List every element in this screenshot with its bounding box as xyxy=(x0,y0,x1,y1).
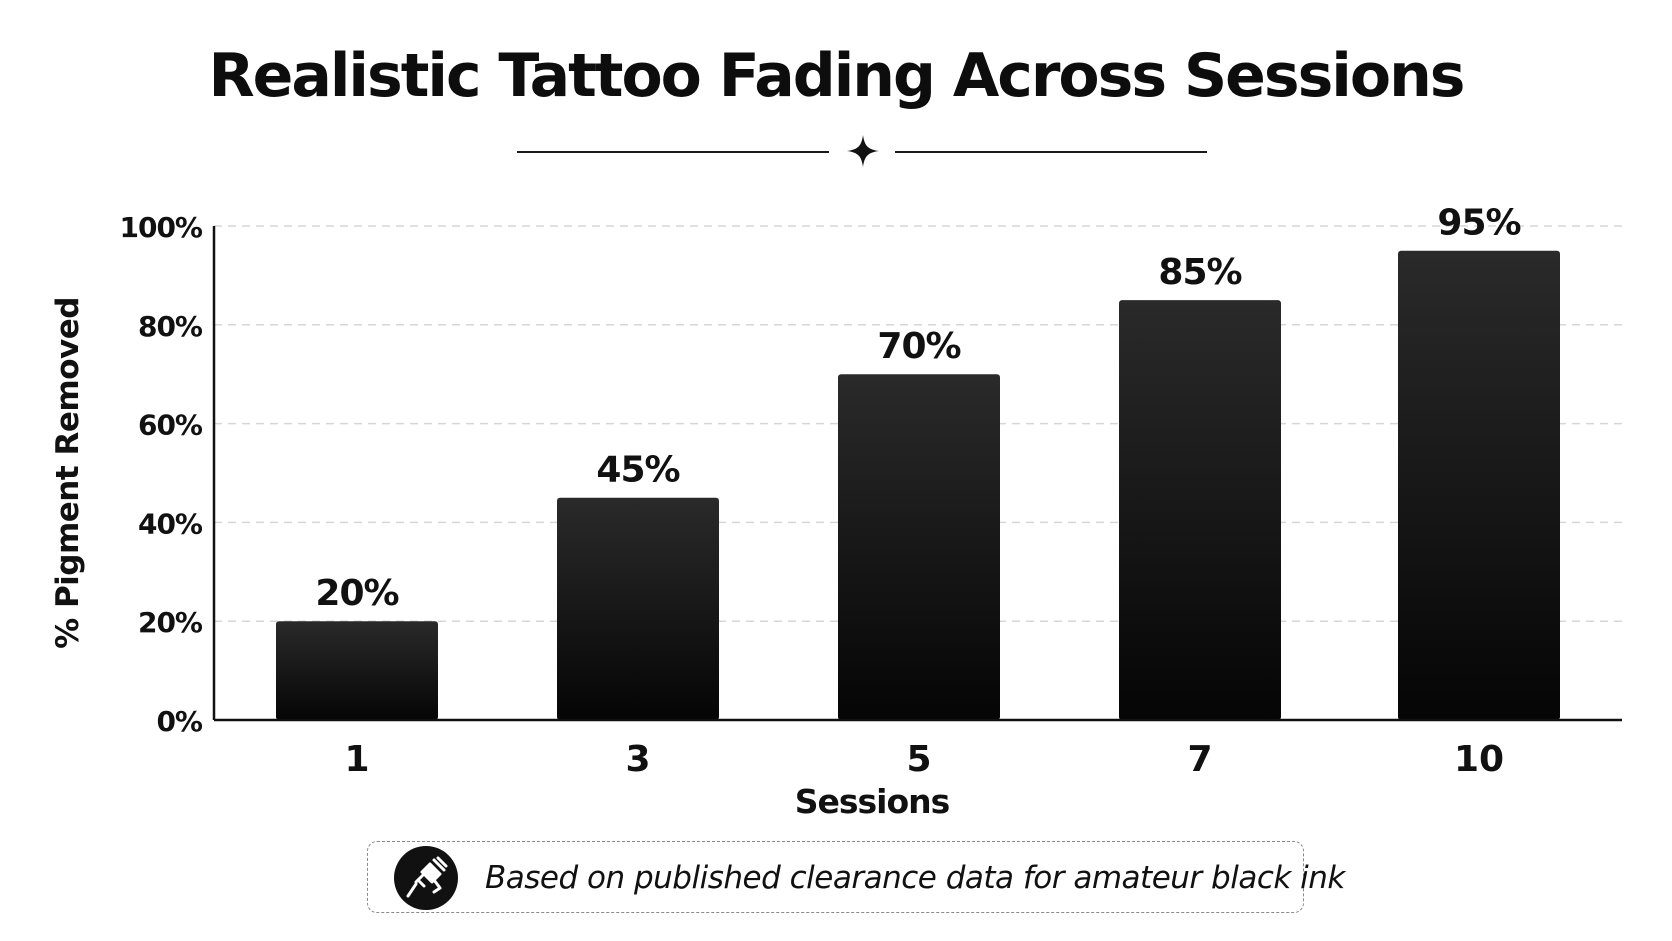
bar-session-10 xyxy=(1398,250,1560,720)
bar-session-5 xyxy=(838,374,1000,720)
y-tick-label: 40% xyxy=(138,507,203,540)
y-tick-label: 60% xyxy=(138,409,203,442)
value-labels: 20% 45% 70% 85% 95% xyxy=(315,203,1521,615)
bar-session-3 xyxy=(557,497,719,720)
bar-session-7 xyxy=(1119,300,1281,720)
x-tick-label: 1 xyxy=(344,739,369,780)
value-label: 20% xyxy=(315,573,398,614)
x-tick-label: 5 xyxy=(906,739,931,780)
value-label: 70% xyxy=(877,326,960,367)
footnote-text: Based on published clearance data for am… xyxy=(485,860,1345,896)
footnote-box: Based on published clearance data for am… xyxy=(367,841,1345,913)
value-label: 95% xyxy=(1437,203,1520,244)
value-label: 85% xyxy=(1158,252,1241,293)
y-axis-ticks: 0% 20% 40% 60% 80% 100% xyxy=(119,211,203,738)
chart-title: Realistic Tattoo Fading Across Sessions xyxy=(208,41,1465,111)
y-tick-label: 80% xyxy=(138,310,203,343)
title-divider-right xyxy=(895,151,1207,153)
x-axis-ticks: 1 3 5 7 10 xyxy=(344,739,1504,780)
x-axis-title: Sessions xyxy=(795,782,950,821)
y-tick-label: 100% xyxy=(119,211,202,244)
x-tick-label: 3 xyxy=(625,739,650,780)
y-axis-title: % Pigment Removed xyxy=(50,297,86,649)
bar-session-1 xyxy=(276,621,438,720)
tattoo-machine-icon xyxy=(394,846,458,910)
bars xyxy=(276,250,1560,720)
value-label: 45% xyxy=(596,450,679,491)
y-tick-label: 20% xyxy=(138,606,203,639)
y-tick-label: 0% xyxy=(156,705,202,738)
four-point-star-icon xyxy=(847,135,879,167)
title-divider-left xyxy=(517,151,829,153)
x-tick-label: 7 xyxy=(1187,739,1212,780)
x-tick-label: 10 xyxy=(1454,739,1504,780)
